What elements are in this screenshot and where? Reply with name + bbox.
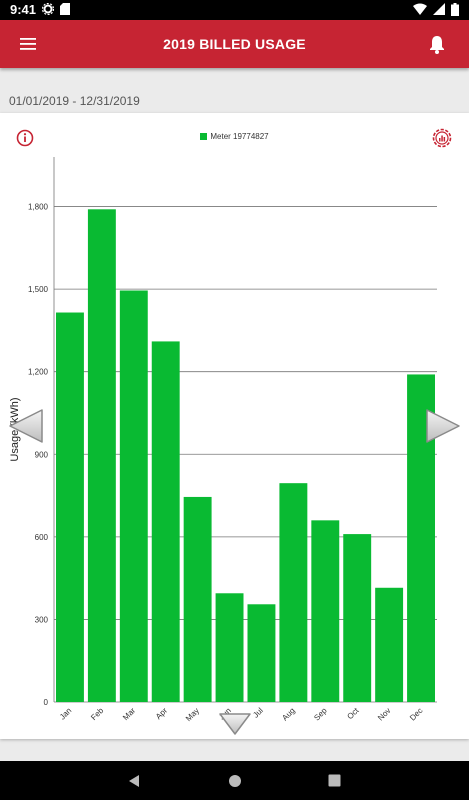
y-tick-label: 900 (35, 450, 49, 459)
y-tick-label: 1,800 (28, 203, 49, 212)
date-range-label: 01/01/2019 - 12/31/2019 (9, 94, 140, 108)
bar-nov[interactable] (375, 587, 404, 702)
signal-icon (433, 3, 445, 15)
page-title: 2019 BILLED USAGE (163, 36, 306, 52)
previous-year-arrow-icon[interactable] (8, 408, 44, 444)
bar-mar[interactable] (119, 290, 148, 702)
usage-bar-chart: 0 300 600 900 1,200 1,500 1,800 Usage (kWh) Jan F… (9, 157, 437, 723)
bar-jul[interactable] (247, 604, 276, 702)
x-tick-label: May (184, 706, 201, 723)
x-tick-label: Mar (121, 706, 137, 722)
chart-settings-gear-icon[interactable] (431, 127, 453, 149)
status-time: 9:41 (10, 2, 37, 17)
sd-card-icon (60, 3, 70, 15)
back-icon[interactable] (128, 774, 140, 788)
bar-sep[interactable] (311, 520, 340, 702)
y-tick-label: 1,200 (28, 368, 49, 377)
x-tick-label: Sep (312, 706, 329, 723)
y-tick-label: 300 (35, 615, 49, 624)
bar-jan[interactable] (56, 312, 84, 702)
battery-icon (451, 3, 459, 16)
wifi-icon (413, 3, 427, 15)
system-nav-bar (0, 761, 469, 800)
recents-icon[interactable] (328, 774, 341, 787)
home-icon[interactable] (228, 774, 242, 788)
chart-legend: Meter 19774827 (0, 132, 469, 141)
legend-label: Meter 19774827 (210, 132, 269, 141)
status-bar: 9:41 (0, 0, 469, 20)
bar-apr[interactable] (151, 341, 180, 702)
expand-down-arrow-icon[interactable] (218, 712, 252, 736)
bar-jun[interactable] (215, 593, 244, 702)
settings-status-icon (42, 3, 54, 15)
legend-swatch (200, 133, 208, 140)
bar-aug[interactable] (279, 483, 308, 702)
y-axis-title: Usage (kWh) (9, 397, 21, 461)
menu-icon[interactable] (16, 34, 40, 54)
app-bar: 2019 BILLED USAGE (0, 20, 469, 68)
x-tick-label: Dec (408, 706, 424, 722)
info-icon[interactable] (16, 129, 34, 147)
y-tick-label: 600 (35, 533, 49, 542)
x-tick-label: Oct (345, 706, 361, 722)
x-tick-label: Feb (89, 706, 106, 723)
next-year-arrow-icon[interactable] (425, 408, 461, 444)
bar-feb[interactable] (87, 209, 116, 702)
bar-oct[interactable] (343, 534, 372, 702)
x-tick-label: Jul (251, 706, 265, 720)
bar-may[interactable] (183, 496, 212, 702)
x-tick-label: Apr (154, 706, 169, 721)
x-tick-label: Jan (58, 706, 73, 721)
y-tick-label: 1,500 (28, 285, 49, 294)
y-tick-label: 0 (44, 698, 49, 707)
notifications-bell-icon[interactable] (425, 32, 449, 56)
x-tick-label: Nov (376, 706, 392, 722)
x-tick-label: Aug (280, 706, 296, 722)
